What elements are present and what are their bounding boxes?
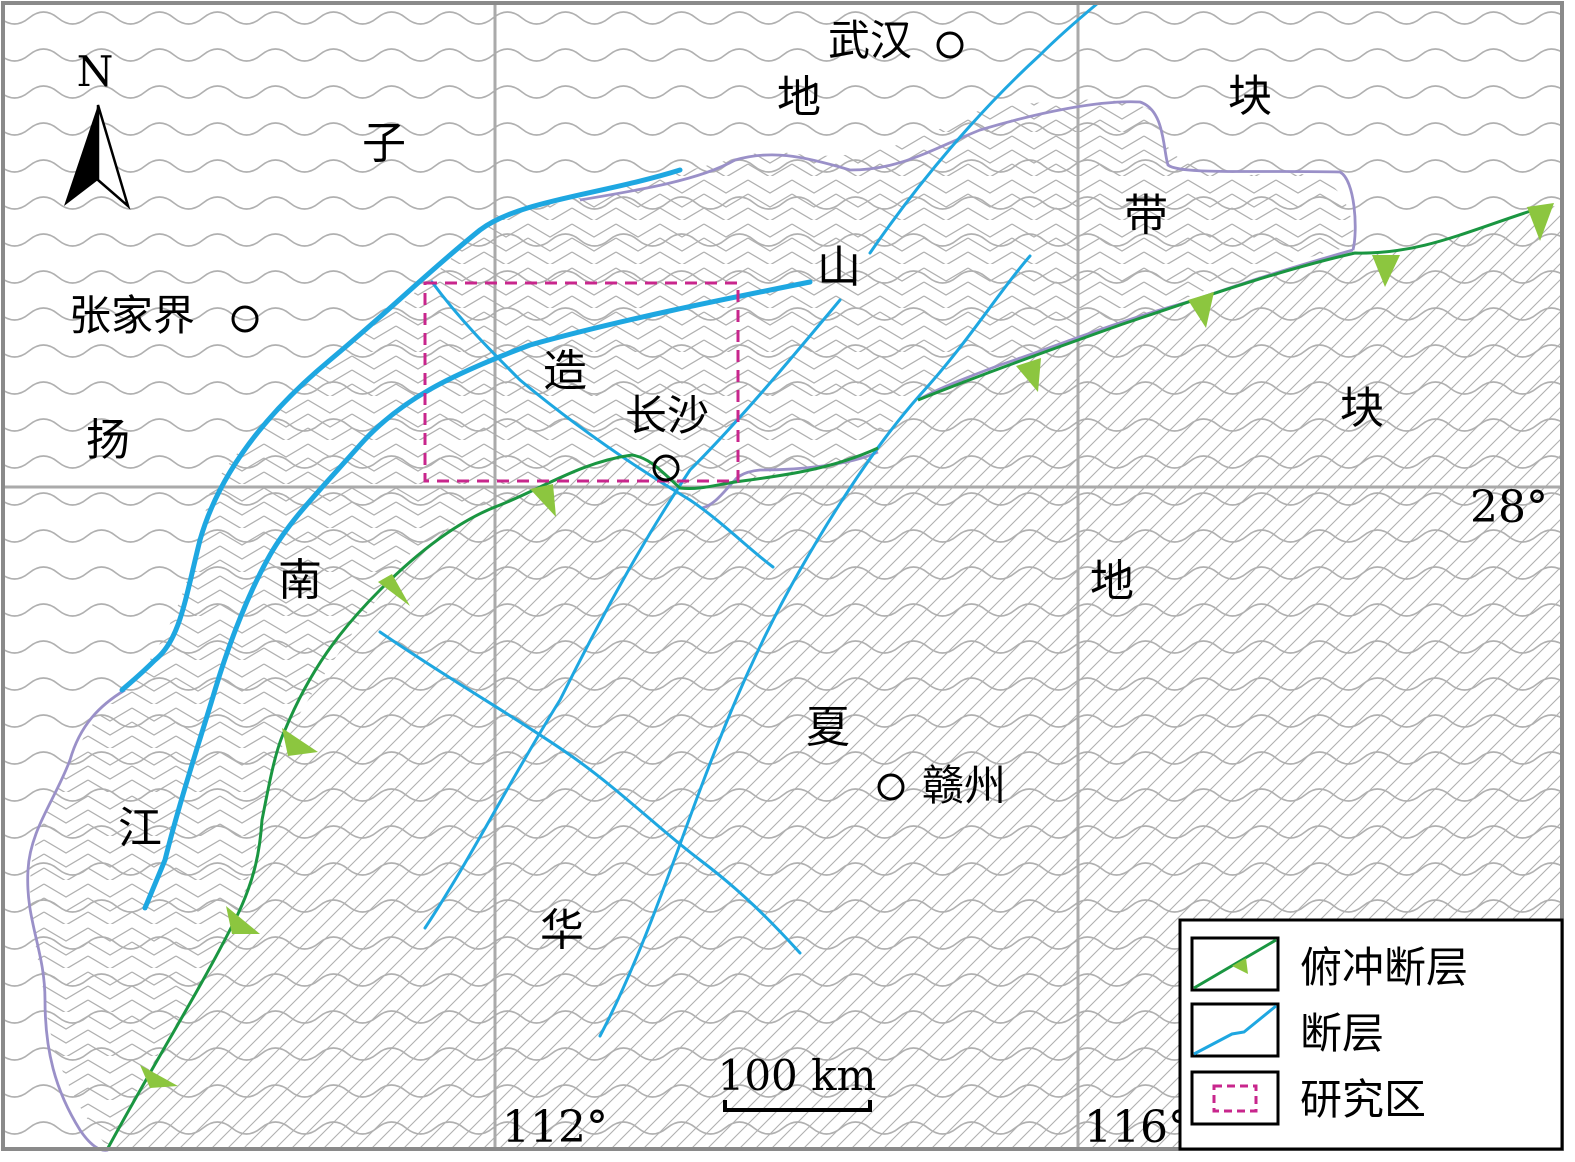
north-label: N	[77, 47, 114, 96]
legend-thrust-line	[1193, 938, 1277, 990]
thrust-triangles	[140, 203, 1554, 1088]
thrust-tri-7	[1188, 292, 1214, 328]
region-char-kuai-1: 块	[1228, 71, 1272, 122]
region-char-yang: 扬	[86, 415, 130, 466]
legend-label-study-area: 研究区	[1300, 1075, 1426, 1124]
scale-bar-line	[723, 1100, 872, 1112]
legend-swatch-study-area	[1190, 1070, 1280, 1126]
latitude-label-28: 28°	[1470, 482, 1548, 533]
coordinate-grid	[3, 3, 1562, 1149]
region-char-nan: 南	[278, 555, 322, 606]
jiangnan-orogen-area	[30, 99, 1356, 1149]
fault-ne-1	[423, 298, 842, 930]
legend-item-thrust: 俯冲断层	[1190, 936, 1468, 992]
city-marker-ganzhou	[877, 773, 905, 801]
legend: 俯冲断层 断层 研究区	[1178, 918, 1564, 1151]
city-label-changsha: 长沙	[625, 391, 709, 440]
longitude-label-116: 116°	[1084, 1102, 1190, 1153]
legend-fault-line	[1193, 1004, 1277, 1056]
region-char-zao: 造	[543, 346, 587, 397]
thrust-tri-6	[1016, 358, 1041, 392]
thrust-tri-1	[140, 1065, 178, 1088]
fault-ne-2	[598, 254, 1032, 1038]
north-arrow-left-icon	[64, 105, 98, 206]
region-char-dai: 带	[1124, 190, 1168, 241]
thrust-tri-9	[1527, 203, 1554, 241]
region-char-di-2: 地	[1090, 556, 1134, 607]
north-arrow: N	[64, 47, 131, 210]
region-char-hua: 华	[540, 905, 584, 956]
cathaysia-block-area	[108, 205, 1562, 1149]
scale-bar: 100 km	[718, 1051, 877, 1112]
city-markers	[231, 31, 964, 801]
thrust-tri-2	[226, 906, 260, 934]
region-char-shan: 山	[817, 242, 861, 293]
thrust-tri-8	[1372, 255, 1400, 287]
legend-thrust-triangle-icon	[1232, 958, 1248, 974]
fault-nw-2	[378, 630, 802, 955]
legend-label-fault: 断层	[1300, 1009, 1384, 1058]
study-area-box	[423, 281, 740, 483]
city-marker-changsha	[652, 454, 680, 482]
north-arrow-right-icon	[96, 104, 131, 210]
city-label-zhangjiajie: 张家界	[69, 291, 195, 340]
faults	[119, 1, 1100, 1038]
region-char-xia: 夏	[806, 702, 850, 753]
longitude-label-112: 112°	[502, 1102, 608, 1153]
city-label-wuhan: 武汉	[828, 16, 912, 65]
fault-nw-1	[430, 280, 775, 569]
legend-item-fault: 断层	[1190, 1002, 1384, 1058]
thrust-tri-5	[530, 484, 556, 517]
terrane-boundary	[26, 100, 1357, 1152]
fault-ne-3	[868, 1, 1100, 255]
thrust-tri-3	[282, 728, 318, 756]
legend-label-thrust: 俯冲断层	[1300, 943, 1468, 992]
scale-bar-label: 100 km	[718, 1051, 877, 1100]
region-char-kuai-2: 块	[1340, 383, 1384, 434]
region-char-jiang: 江	[118, 803, 162, 854]
city-marker-zhangjiajie	[231, 305, 259, 333]
thrust-tri-4	[378, 574, 410, 606]
region-char-di-1: 地	[777, 72, 821, 123]
fault-major-2	[142, 279, 813, 911]
legend-study-area-icon	[1212, 1084, 1258, 1113]
legend-item-study-area: 研究区	[1190, 1070, 1426, 1126]
city-marker-wuhan	[936, 31, 964, 59]
city-label-ganzhou: 赣州	[922, 761, 1006, 810]
fault-major-1	[119, 167, 683, 693]
region-char-zi: 子	[362, 118, 406, 169]
